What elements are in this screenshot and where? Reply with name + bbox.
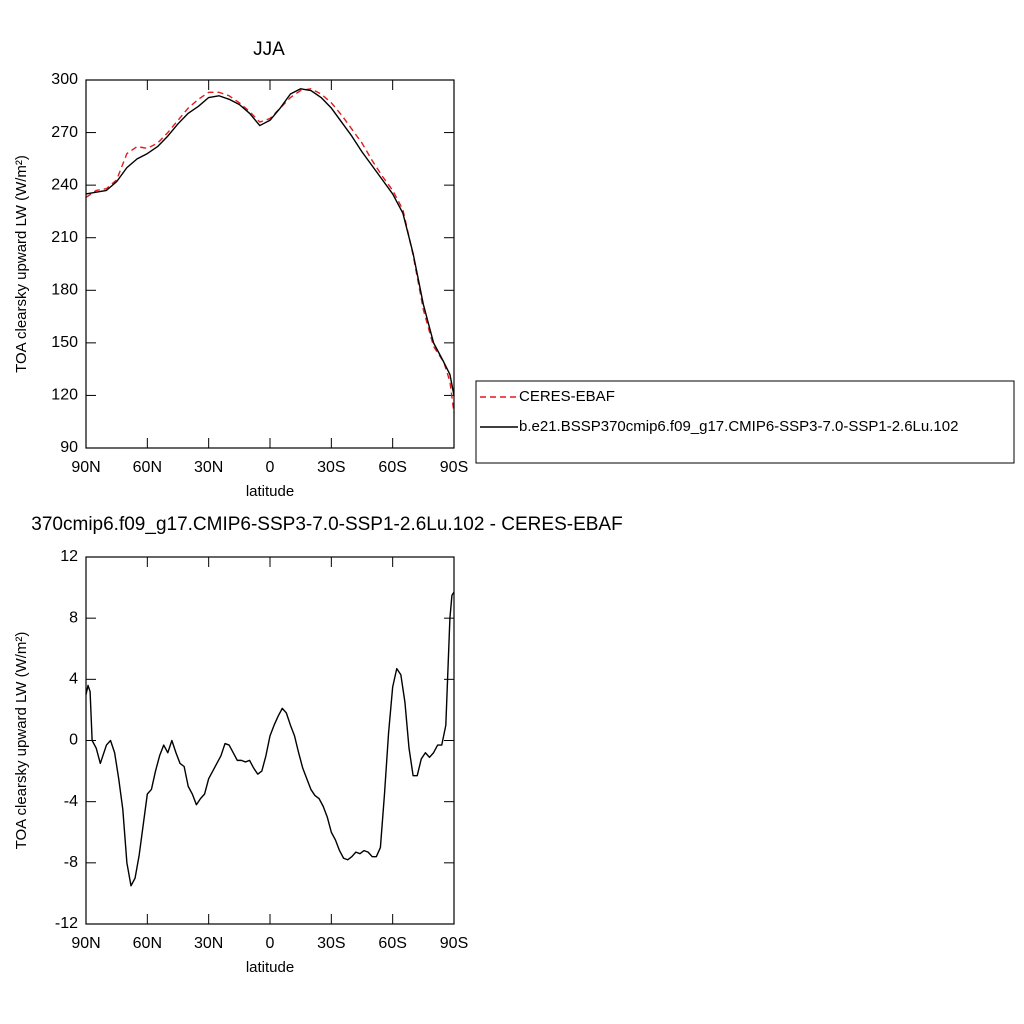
y-tick-label: 90: [60, 439, 78, 456]
y-tick-label: -4: [64, 793, 78, 810]
x-axis-label: latitude: [246, 959, 294, 976]
x-tick-label: 60S: [378, 459, 406, 476]
y-tick-label: 180: [51, 282, 78, 299]
x-tick-label: 60S: [378, 935, 406, 952]
y-axis-label: TOA clearsky upward LW (W/m²): [13, 632, 30, 850]
legend-label: b.e21.BSSP370cmip6.f09_g17.CMIP6-SSP3-7.…: [519, 418, 958, 435]
y-tick-label: 12: [60, 548, 78, 565]
x-axis-label: latitude: [246, 483, 294, 500]
y-tick-label: 4: [69, 671, 78, 688]
legend-box: [475, 380, 1015, 464]
y-tick-label: 270: [51, 124, 78, 141]
x-tick-label: 30S: [317, 459, 345, 476]
plot-frame: [85, 556, 455, 925]
x-tick-label: 30N: [194, 459, 223, 476]
y-tick-label: 240: [51, 176, 78, 193]
data-line: [85, 88, 455, 396]
y-tick-label: 8: [69, 609, 78, 626]
x-tick-label: 30S: [317, 935, 345, 952]
y-tick-label: -8: [64, 854, 78, 871]
x-tick-label: 0: [266, 935, 275, 952]
legend-label: CERES-EBAF: [519, 388, 615, 405]
x-tick-label: 90N: [71, 459, 100, 476]
x-tick-label: 90S: [440, 459, 468, 476]
y-tick-label: 150: [51, 334, 78, 351]
x-tick-label: 30N: [194, 935, 223, 952]
data-line: [85, 88, 455, 414]
data-line: [85, 591, 455, 887]
x-tick-label: 90N: [71, 935, 100, 952]
y-axis-label: TOA clearsky upward LW (W/m²): [13, 155, 30, 373]
y-tick-label: -12: [55, 915, 78, 932]
plot-frame: [85, 79, 455, 449]
y-tick-label: 0: [69, 732, 78, 749]
y-tick-label: 120: [51, 387, 78, 404]
x-tick-label: 90S: [440, 935, 468, 952]
x-tick-label: 60N: [133, 935, 162, 952]
x-tick-label: 0: [266, 459, 275, 476]
chart-title: 370cmip6.f09_g17.CMIP6-SSP3-7.0-SSP1-2.6…: [31, 514, 622, 535]
x-tick-label: 60N: [133, 459, 162, 476]
y-tick-label: 300: [51, 71, 78, 88]
chart-title: JJA: [253, 39, 285, 60]
y-tick-label: 210: [51, 229, 78, 246]
